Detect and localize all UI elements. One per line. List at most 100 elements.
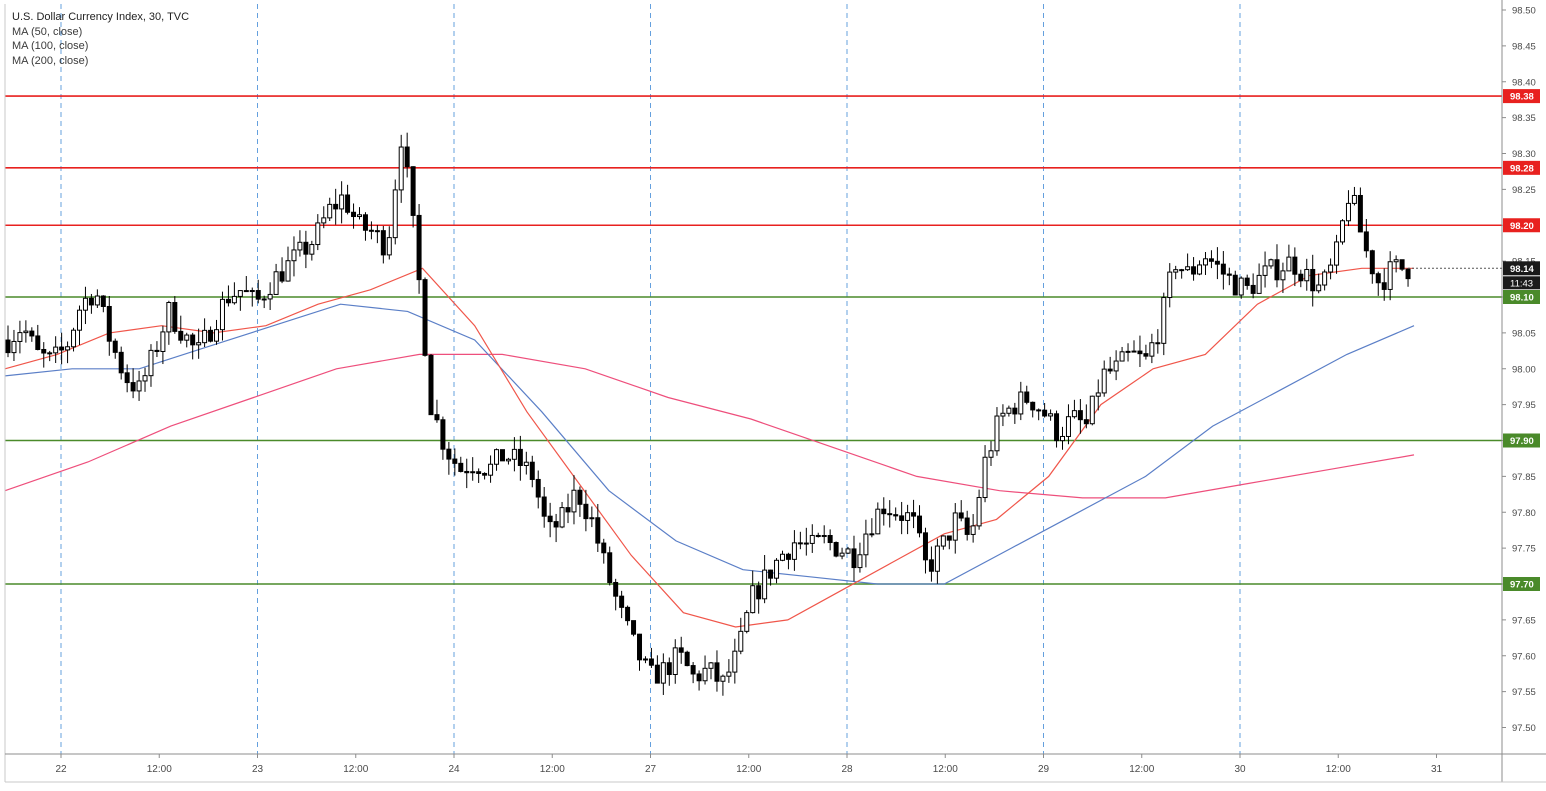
candle-down xyxy=(1155,342,1161,345)
candle-up xyxy=(273,271,279,295)
candle-up xyxy=(327,203,333,219)
candle-up xyxy=(291,249,297,262)
legend-ma200: MA (200, close) xyxy=(12,54,89,67)
countdown-tag xyxy=(1503,276,1540,290)
candle-up xyxy=(249,290,255,293)
candle-up xyxy=(142,375,148,382)
candle-down xyxy=(678,647,684,653)
candle-down xyxy=(154,349,160,352)
candle-up xyxy=(1167,271,1173,299)
candle-down xyxy=(464,470,470,474)
candle-up xyxy=(17,332,23,342)
x-tick-label: 29 xyxy=(1038,764,1050,775)
candle-up xyxy=(1125,350,1131,353)
resistance-level-tag xyxy=(1503,160,1540,175)
candle-down xyxy=(714,662,720,682)
candle-up xyxy=(1101,368,1107,394)
candle-up xyxy=(720,675,726,682)
countdown-label: 11:43 xyxy=(1510,278,1533,289)
candle-down xyxy=(1137,350,1143,355)
candle-up xyxy=(65,346,71,351)
x-tick-label: 12:00 xyxy=(1129,764,1154,775)
candle-up xyxy=(309,244,315,255)
y-tick-label: 97.60 xyxy=(1512,651,1536,662)
candle-down xyxy=(446,448,452,460)
candle-down xyxy=(1054,413,1060,442)
candle-down xyxy=(124,372,130,384)
candle-down xyxy=(1226,273,1232,276)
candle-down xyxy=(595,517,601,544)
candle-up xyxy=(339,194,345,210)
support-level-tag-label: 98.10 xyxy=(1510,293,1534,304)
candle-up xyxy=(1340,220,1346,243)
candle-up xyxy=(1065,416,1071,437)
ma100-line xyxy=(4,303,1415,585)
candle-down xyxy=(631,620,637,635)
candle-up xyxy=(1071,410,1077,418)
candle-down xyxy=(422,279,428,356)
candle-down xyxy=(547,515,553,523)
candle-up xyxy=(488,463,494,476)
candle-down xyxy=(130,382,136,392)
candle-down xyxy=(499,449,505,462)
candle-down xyxy=(29,330,35,337)
candle-up xyxy=(297,241,303,251)
candle-up xyxy=(511,448,517,460)
candle-up xyxy=(53,346,59,354)
candle-down xyxy=(946,535,952,541)
candle-down xyxy=(607,552,613,583)
candle-up xyxy=(1119,351,1125,362)
y-tick-label: 98.00 xyxy=(1512,364,1536,375)
candle-up xyxy=(1149,342,1155,357)
price-labels: 98.38 98.28 98.20 98.10 97.90 97.70 98.14 11:43 xyxy=(1408,89,1540,591)
grid-lines xyxy=(60,4,1241,754)
candle-down xyxy=(648,658,654,666)
candle-up xyxy=(1006,407,1012,414)
candle-down xyxy=(583,503,589,520)
candle-down xyxy=(928,559,934,572)
candle-up xyxy=(708,662,714,669)
candle-down xyxy=(637,633,643,661)
candle-down xyxy=(1220,263,1226,275)
candle-down xyxy=(1369,250,1375,275)
candle-up xyxy=(738,630,744,652)
candle-down xyxy=(476,471,482,474)
candle-down xyxy=(577,489,583,505)
candle-down xyxy=(1357,194,1363,233)
candle-up xyxy=(1185,266,1191,271)
candle-up xyxy=(672,647,678,675)
candle-up xyxy=(905,512,911,521)
candle-up xyxy=(571,489,577,513)
candle-down xyxy=(428,354,434,416)
candle-up xyxy=(261,298,267,301)
chart-legend: U.S. Dollar Currency Index, 30, TVC MA (… xyxy=(12,10,189,68)
candle-up xyxy=(750,585,756,614)
y-tick-label: 98.45 xyxy=(1512,41,1536,52)
candle-down xyxy=(696,673,702,682)
candle-down xyxy=(785,553,791,560)
candle-down xyxy=(5,339,11,354)
candle-down xyxy=(1030,401,1036,411)
candle-down xyxy=(815,534,821,538)
candle-up xyxy=(237,290,243,297)
candle-up xyxy=(214,329,220,342)
candle-up xyxy=(1304,268,1310,282)
candle-up xyxy=(809,534,815,544)
candle-up xyxy=(148,349,154,377)
resistance-level-tag-label: 98.38 xyxy=(1510,92,1534,103)
candles xyxy=(5,132,1411,696)
candle-up xyxy=(357,214,362,218)
candle-up xyxy=(1328,264,1334,273)
candle-up xyxy=(470,471,476,474)
candle-up xyxy=(857,554,863,569)
y-tick-label: 97.65 xyxy=(1512,615,1536,626)
candle-up xyxy=(219,298,225,331)
y-tick-label: 98.35 xyxy=(1512,113,1536,124)
candle-down xyxy=(255,290,261,300)
candle-down xyxy=(172,302,178,332)
y-tick-label: 98.40 xyxy=(1512,77,1536,88)
candle-up xyxy=(47,352,53,355)
candle-up xyxy=(726,671,732,677)
